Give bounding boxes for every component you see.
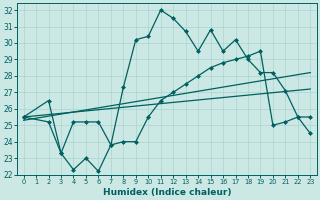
X-axis label: Humidex (Indice chaleur): Humidex (Indice chaleur) <box>103 188 231 197</box>
